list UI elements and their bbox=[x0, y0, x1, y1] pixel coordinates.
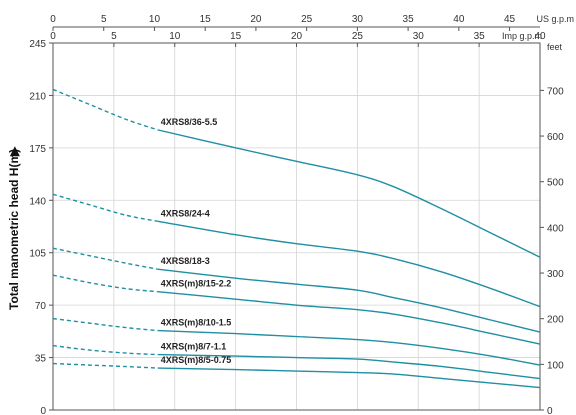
series-line-solid bbox=[157, 353, 541, 380]
series-label: 4XRS(m)8/15-2.2 bbox=[161, 279, 232, 289]
y-right-tick-label: 600 bbox=[547, 132, 564, 143]
imp-axis-tick-label: 10 bbox=[169, 31, 181, 42]
us-axis-tick-label: 30 bbox=[352, 14, 364, 25]
us-axis-tick-label: 0 bbox=[50, 14, 56, 25]
us-axis-tick-label: 35 bbox=[403, 14, 415, 25]
series-line-solid bbox=[157, 268, 541, 333]
y-right-tick-label: 200 bbox=[547, 315, 564, 326]
y-left-tick-label: 175 bbox=[29, 144, 46, 155]
imp-axis-tick-label: 5 bbox=[111, 31, 117, 42]
series-line-dashed bbox=[52, 274, 158, 293]
y-axis-title: Total manometric head H(m) bbox=[7, 149, 21, 310]
us-axis-tick-label: 20 bbox=[250, 14, 262, 25]
y-right-tick-label: 400 bbox=[547, 223, 564, 234]
grid bbox=[52, 42, 541, 411]
series-label: 4XRS8/24-4 bbox=[161, 208, 210, 218]
us-axis-unit: US g.p.m bbox=[536, 14, 574, 24]
y-axis-arrow-icon: ▶ bbox=[7, 146, 21, 157]
series-line-solid bbox=[157, 367, 541, 389]
y-left-tick-label: 0 bbox=[40, 406, 46, 415]
series-label: 4XRS8/18-3 bbox=[161, 256, 210, 266]
series-line-dashed bbox=[52, 362, 158, 369]
y-right-unit: feet bbox=[547, 42, 563, 52]
series-lines bbox=[52, 88, 541, 389]
us-axis-tick-label: 10 bbox=[149, 14, 161, 25]
y-right-tick-label: 100 bbox=[547, 360, 564, 371]
series-label: 4XRS(m)8/5-0.75 bbox=[161, 355, 232, 365]
imp-axis-tick-label: 35 bbox=[474, 31, 486, 42]
us-axis-tick-label: 45 bbox=[504, 14, 516, 25]
series-line-dashed bbox=[52, 247, 158, 270]
series-line-solid bbox=[157, 290, 541, 345]
us-axis-tick-label: 15 bbox=[200, 14, 212, 25]
axes: 0 5 10 15 20 25 30 35 40 45 US g.p.m 0 5 10 15 20 25 30 35… bbox=[29, 14, 574, 415]
imp-axis-tick-label: 20 bbox=[291, 31, 303, 42]
us-axis-tick-label: 25 bbox=[301, 14, 313, 25]
series-line-solid bbox=[157, 129, 541, 258]
series-label: 4XRS(m)8/7-1.1 bbox=[161, 342, 227, 352]
us-axis-tick-label: 5 bbox=[101, 14, 107, 25]
imp-axis-tick-label: 25 bbox=[352, 31, 364, 42]
y-left-tick-label: 140 bbox=[29, 196, 46, 207]
y-left-tick-label: 210 bbox=[29, 91, 46, 102]
us-axis-tick-label: 40 bbox=[453, 14, 465, 25]
series-line-dashed bbox=[52, 88, 158, 131]
y-right-tick-label: 500 bbox=[547, 178, 564, 189]
imp-axis-tick-label: 30 bbox=[413, 31, 425, 42]
y-right-tick-label: 0 bbox=[547, 406, 553, 415]
series-line-dashed bbox=[52, 317, 158, 332]
y-left-tick-label: 35 bbox=[35, 354, 47, 365]
series-line-dashed bbox=[52, 193, 158, 222]
y-left-tick-label: 70 bbox=[35, 301, 47, 312]
y-left-tick-label: 105 bbox=[29, 249, 46, 260]
imp-axis-tick-label: 15 bbox=[230, 31, 242, 42]
y-right-tick-label: 700 bbox=[547, 86, 564, 97]
imp-axis-tick-label: 0 bbox=[50, 31, 56, 42]
series-line-solid bbox=[157, 220, 541, 308]
imp-axis-tick-label: 40 bbox=[534, 31, 546, 42]
series-line-dashed bbox=[52, 344, 158, 356]
imp-axis-unit: Imp g.p.m bbox=[502, 31, 542, 41]
series-label: 4XRS(m)8/10-1.5 bbox=[161, 318, 232, 328]
series-line-solid bbox=[157, 329, 541, 366]
y-right-tick-label: 300 bbox=[547, 269, 564, 280]
labels: 4XRS8/36-5.5 4XRS8/24-4 4XRS8/18-3 4XRS(m)8… bbox=[161, 117, 232, 365]
y-left-tick-label: 245 bbox=[29, 39, 46, 50]
series-label: 4XRS8/36-5.5 bbox=[161, 117, 218, 127]
